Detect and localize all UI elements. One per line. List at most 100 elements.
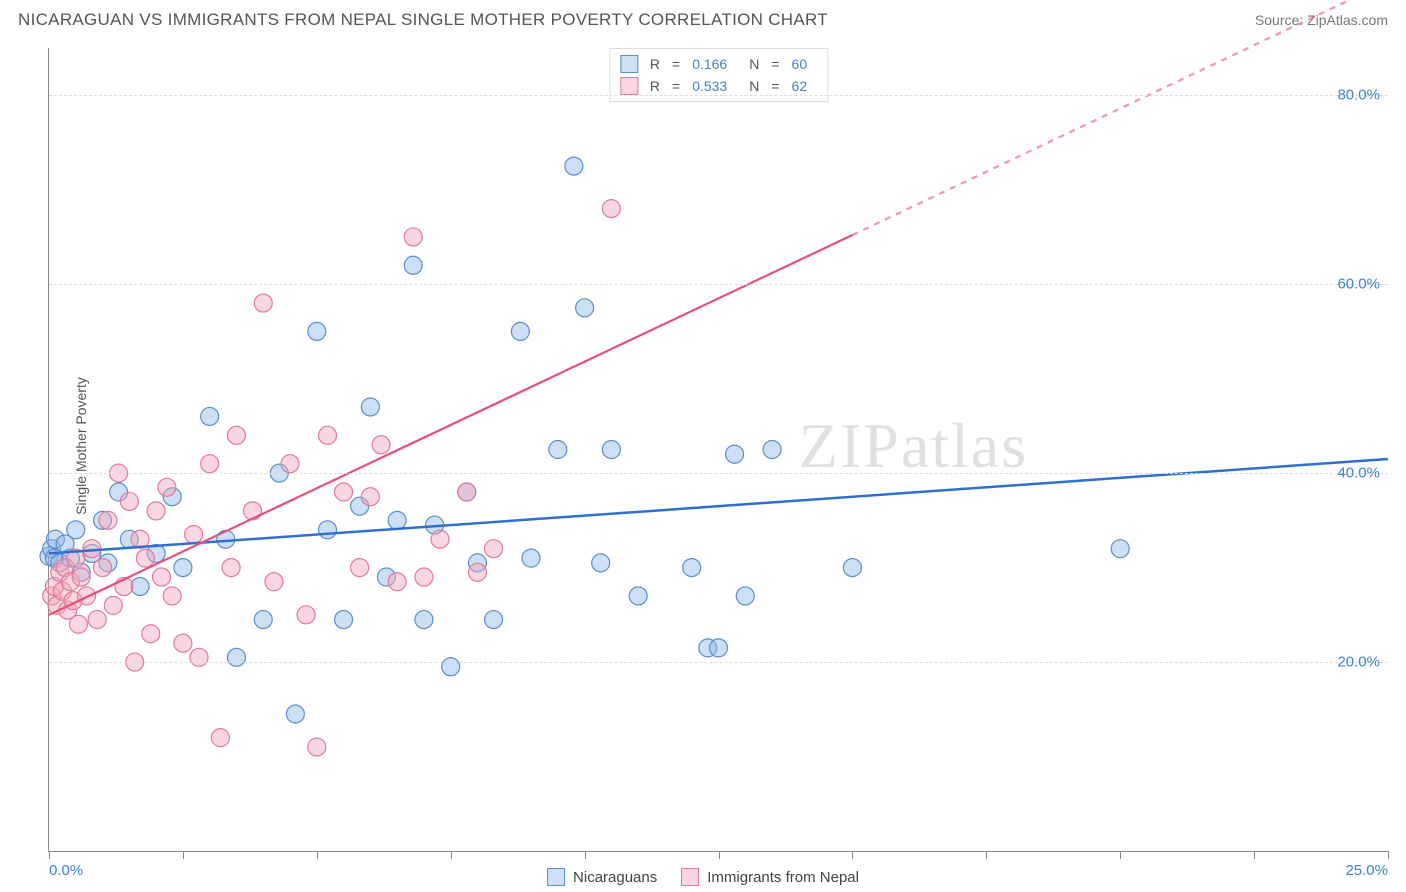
data-point: [131, 577, 149, 595]
n-label: N: [749, 56, 759, 72]
data-point: [404, 228, 422, 246]
data-point: [415, 611, 433, 629]
x-tick: [986, 851, 987, 859]
x-tick: [183, 851, 184, 859]
y-tick-label: 40.0%: [1337, 465, 1380, 482]
scatter-plot-svg: [49, 48, 1388, 851]
x-tick: [719, 851, 720, 859]
data-point: [254, 611, 272, 629]
data-point: [120, 492, 138, 510]
data-point: [442, 658, 460, 676]
data-point: [152, 568, 170, 586]
data-point: [72, 568, 90, 586]
data-point: [201, 455, 219, 473]
data-point: [174, 559, 192, 577]
data-point: [576, 299, 594, 317]
data-point: [1111, 540, 1129, 558]
data-point: [763, 441, 781, 459]
data-point: [227, 648, 245, 666]
data-point: [736, 587, 754, 605]
data-point: [319, 521, 337, 539]
data-point: [335, 611, 353, 629]
data-point: [602, 200, 620, 218]
data-point: [286, 705, 304, 723]
trend-line: [49, 235, 852, 615]
r-value-2: 0.533: [692, 78, 727, 94]
data-point: [69, 615, 87, 633]
data-point: [297, 606, 315, 624]
data-point: [88, 611, 106, 629]
gridline-h: [49, 473, 1388, 474]
data-point: [136, 549, 154, 567]
legend-label-1: Nicaraguans: [573, 869, 657, 886]
stats-row-series-2: R = 0.533 N = 62: [620, 75, 817, 97]
x-tick-label: 0.0%: [49, 862, 83, 879]
source-label: Source:: [1255, 12, 1307, 28]
data-point: [522, 549, 540, 567]
stats-row-series-1: R = 0.166 N = 60: [620, 53, 817, 75]
data-point: [281, 455, 299, 473]
x-tick: [1254, 851, 1255, 859]
data-point: [485, 540, 503, 558]
chart-plot-area: ZIPatlas R = 0.166 N = 60 R = 0.533 N = …: [48, 48, 1388, 852]
data-point: [104, 596, 122, 614]
data-point: [319, 426, 337, 444]
data-point: [190, 648, 208, 666]
data-point: [185, 526, 203, 544]
gridline-h: [49, 662, 1388, 663]
data-point: [710, 639, 728, 657]
x-tick: [451, 851, 452, 859]
data-point: [174, 634, 192, 652]
x-tick: [317, 851, 318, 859]
data-point: [163, 587, 181, 605]
r-label: R: [650, 56, 660, 72]
x-tick-label: 25.0%: [1345, 862, 1388, 879]
data-point: [592, 554, 610, 572]
legend-swatch-1: [547, 868, 565, 886]
swatch-series-1: [620, 55, 638, 73]
x-tick: [852, 851, 853, 859]
data-point: [458, 483, 476, 501]
data-point: [211, 729, 229, 747]
data-point: [244, 502, 262, 520]
legend-item-1: Nicaraguans: [547, 868, 657, 886]
data-point: [683, 559, 701, 577]
data-point: [147, 502, 165, 520]
data-point: [629, 587, 647, 605]
data-point: [94, 559, 112, 577]
data-point: [843, 559, 861, 577]
data-point: [511, 322, 529, 340]
data-point: [404, 256, 422, 274]
gridline-h: [49, 284, 1388, 285]
data-point: [351, 559, 369, 577]
legend-swatch-2: [681, 868, 699, 886]
x-tick: [585, 851, 586, 859]
data-point: [372, 436, 390, 454]
stats-legend: R = 0.166 N = 60 R = 0.533 N = 62: [609, 48, 828, 102]
legend-item-2: Immigrants from Nepal: [681, 868, 859, 886]
data-point: [602, 441, 620, 459]
x-tick: [1388, 851, 1389, 859]
data-point: [222, 559, 240, 577]
data-point: [388, 511, 406, 529]
data-point: [67, 521, 85, 539]
y-tick-label: 80.0%: [1337, 87, 1380, 104]
series-legend: Nicaraguans Immigrants from Nepal: [547, 868, 859, 886]
swatch-series-2: [620, 77, 638, 95]
data-point: [308, 322, 326, 340]
data-point: [565, 157, 583, 175]
chart-title: NICARAGUAN VS IMMIGRANTS FROM NEPAL SING…: [18, 10, 828, 30]
data-point: [99, 511, 117, 529]
data-point: [142, 625, 160, 643]
data-point: [468, 563, 486, 581]
y-tick-label: 60.0%: [1337, 276, 1380, 293]
data-point: [308, 738, 326, 756]
r-value-1: 0.166: [692, 56, 727, 72]
data-point: [227, 426, 245, 444]
y-tick-label: 20.0%: [1337, 654, 1380, 671]
data-point: [158, 478, 176, 496]
data-point: [726, 445, 744, 463]
data-point: [485, 611, 503, 629]
data-point: [361, 398, 379, 416]
data-point: [361, 488, 379, 506]
